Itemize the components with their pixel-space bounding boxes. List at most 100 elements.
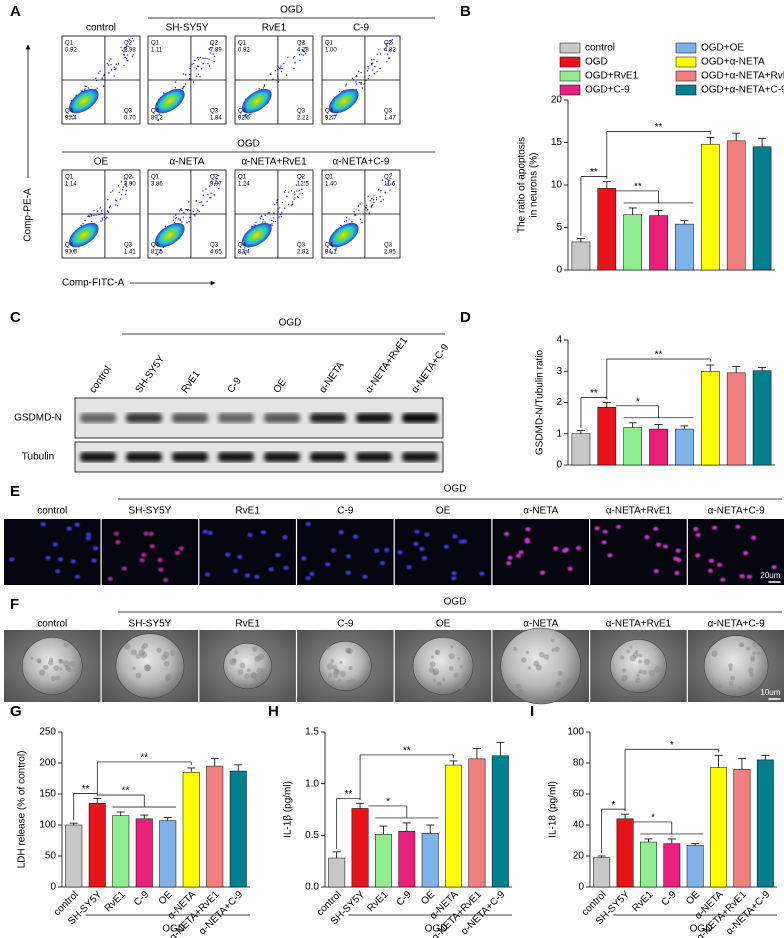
- flow-dot: [360, 72, 362, 74]
- quadrant-value: 1.40: [325, 182, 337, 188]
- panel-label: I: [530, 703, 534, 720]
- quadrant-name: Q1: [151, 41, 160, 47]
- y-tick-label: 150: [39, 789, 56, 800]
- nucleus: [515, 553, 522, 558]
- flow-dot: [281, 201, 284, 204]
- cell-texture: [330, 681, 335, 686]
- flow-dot: [202, 57, 204, 60]
- cell-texture: [165, 676, 171, 683]
- flow-dot: [180, 208, 182, 211]
- nucleus: [74, 522, 80, 527]
- flow-dot: [278, 67, 281, 70]
- flow-dot: [199, 56, 201, 59]
- flow-dot: [370, 59, 373, 61]
- cell-texture: [543, 654, 550, 660]
- flow-dot: [202, 204, 204, 207]
- blot-band: [264, 452, 300, 462]
- flow-dot: [264, 214, 266, 216]
- flow-dot: [292, 57, 295, 59]
- nucleus: [615, 524, 622, 529]
- plot-title: C-9: [353, 23, 370, 34]
- cell-texture: [448, 653, 455, 660]
- flow-dot: [305, 47, 307, 49]
- flow-dot: [157, 114, 159, 116]
- blot-band: [218, 452, 254, 462]
- flow-dot: [302, 50, 305, 52]
- blot-band: [172, 452, 208, 462]
- quadrant-value: 92.6: [238, 116, 250, 122]
- flow-dot: [386, 61, 388, 63]
- cell-texture: [453, 672, 459, 679]
- flow-dot: [303, 181, 306, 183]
- flow-dot: [115, 63, 118, 65]
- cell-texture: [328, 672, 333, 678]
- cell-texture: [339, 670, 346, 677]
- flow-dot: [108, 72, 110, 74]
- nucleus: [254, 574, 260, 580]
- flow-dot: [299, 59, 301, 61]
- quadrant-value: 11.6: [384, 182, 396, 188]
- flow-dot: [271, 224, 273, 227]
- flow-dot: [96, 87, 98, 89]
- nucleus: [70, 559, 76, 564]
- bar: [421, 833, 439, 888]
- flow-dot: [193, 62, 195, 65]
- flow-dot: [175, 214, 177, 216]
- nucleus: [451, 571, 457, 576]
- nucleus: [148, 531, 154, 536]
- nucleus: [458, 539, 464, 544]
- significance-label: *: [636, 396, 640, 407]
- flow-dot: [301, 192, 303, 194]
- flow-dot: [383, 48, 386, 50]
- flow-dot: [124, 180, 127, 183]
- image-title: OE: [436, 506, 451, 517]
- flow-dot: [191, 63, 193, 65]
- flow-dot: [70, 250, 73, 252]
- flow-dot: [293, 67, 295, 70]
- flow-dot: [273, 212, 275, 214]
- nucleus: [362, 574, 368, 579]
- flow-dot: [333, 114, 336, 117]
- flow-dot: [121, 49, 123, 52]
- nucleus: [413, 541, 419, 547]
- image-title: control: [37, 619, 67, 630]
- y-tick-label: 2: [556, 397, 562, 408]
- flow-dot: [100, 220, 102, 222]
- flow-dot: [112, 190, 114, 192]
- nucleus: [178, 546, 184, 551]
- flow-dot: [192, 210, 194, 213]
- cell-texture: [37, 659, 42, 664]
- y-tick-label: 1.0: [305, 778, 319, 789]
- quadrant-name: Q2: [384, 41, 393, 47]
- flow-dot: [88, 216, 91, 218]
- x-axis-title: OGD: [162, 924, 185, 935]
- cell-texture: [752, 641, 758, 648]
- flow-dot: [205, 188, 207, 190]
- blot-band: [126, 452, 162, 462]
- flow-dot: [357, 204, 360, 207]
- flow-dot: [346, 217, 348, 219]
- y-tick-label: 0: [578, 882, 584, 893]
- nucleus: [414, 529, 420, 534]
- y-axis-title: IL-18 (pg/ml): [548, 781, 559, 838]
- flow-dot: [117, 185, 120, 187]
- legend-label: OGD: [585, 57, 608, 68]
- flow-dot: [75, 249, 78, 251]
- nucleus: [305, 521, 311, 527]
- flow-dot: [101, 219, 104, 221]
- cell-texture: [566, 679, 571, 684]
- nucleus: [282, 535, 288, 540]
- nucleus: [139, 558, 145, 563]
- y-tick-label: 10: [551, 180, 563, 191]
- cell-texture: [622, 668, 627, 673]
- cell-texture: [229, 658, 237, 666]
- flow-dot: [186, 222, 188, 224]
- cell-texture: [636, 673, 640, 678]
- flow-dot: [284, 191, 286, 193]
- nucleus: [57, 557, 64, 562]
- flow-dot: [102, 75, 105, 77]
- significance-label: **: [634, 182, 642, 193]
- flow-dot: [243, 252, 246, 254]
- quadrant-value: 12.5: [297, 182, 309, 188]
- nucleus: [735, 524, 741, 529]
